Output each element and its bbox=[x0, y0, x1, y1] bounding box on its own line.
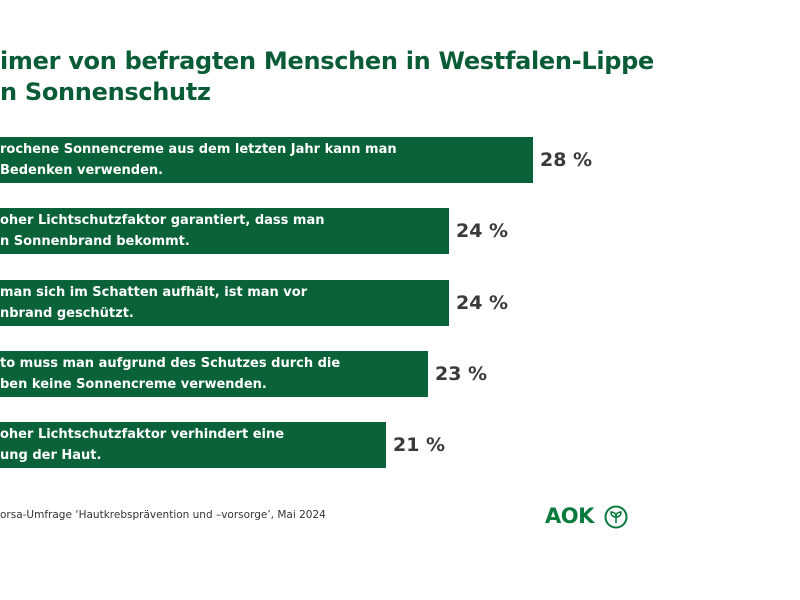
bar bbox=[0, 350, 428, 397]
value-label: 24 % bbox=[456, 220, 509, 243]
bar bbox=[0, 208, 449, 255]
bar-label: rochene Sonnencreme aus dem letzten Jahr… bbox=[0, 142, 397, 178]
bar bbox=[0, 422, 386, 468]
bar-label: man sich im Schatten aufhält, ist man vo… bbox=[0, 284, 308, 321]
chart-title: imer von befragten Menschen in Westfalen… bbox=[0, 47, 655, 106]
logo-text: AOK bbox=[545, 504, 594, 528]
bar-label: to muss man aufgrund des Schutzes durch … bbox=[0, 355, 341, 392]
value-label: 24 % bbox=[456, 291, 509, 314]
bar bbox=[0, 137, 533, 183]
value-label: 28 % bbox=[540, 149, 593, 171]
bar-label: oher Lichtschutzfaktor verhindert eine u… bbox=[0, 427, 285, 463]
value-label: 21 % bbox=[393, 434, 446, 456]
logo-icon bbox=[604, 505, 628, 529]
bar-label: oher Lichtschutzfaktor garantiert, dass … bbox=[0, 213, 325, 250]
source-note: orsa-Umfrage ‘Hautkrebsprävention und –v… bbox=[0, 509, 326, 521]
bar bbox=[0, 279, 449, 326]
value-label: 23 % bbox=[435, 362, 488, 385]
